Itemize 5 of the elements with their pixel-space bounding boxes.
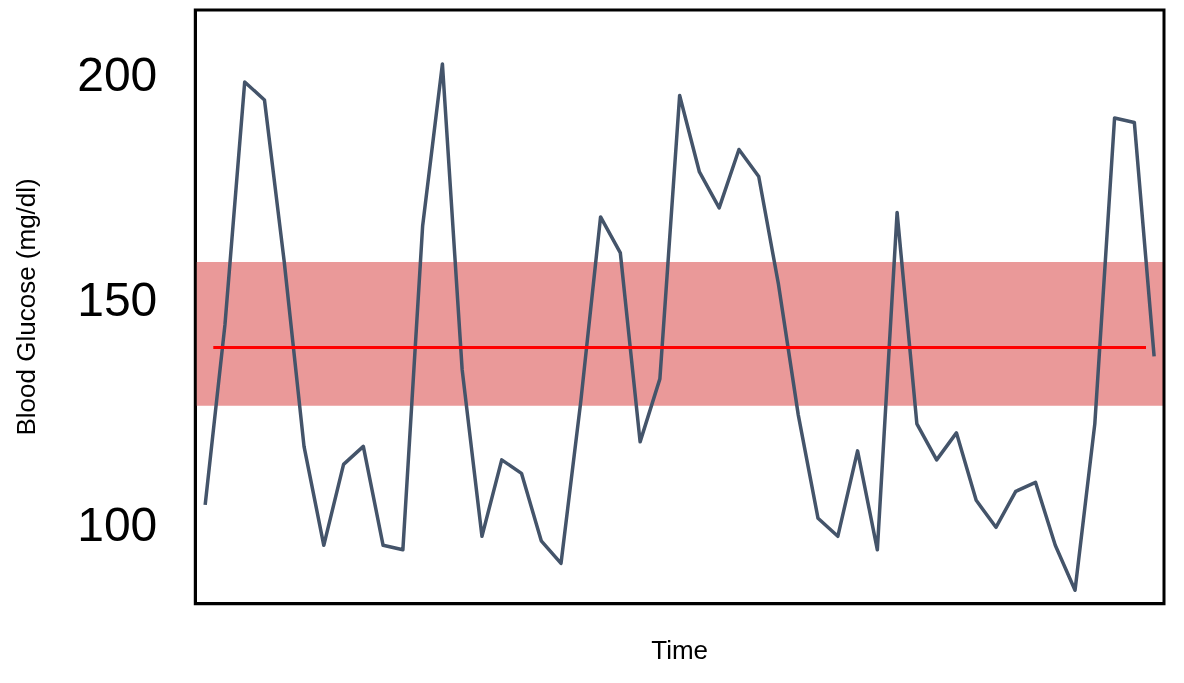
y-tick-label: 200 [77,47,158,101]
y-tick-label: 100 [77,497,158,551]
y-axis-title: Blood Glucose (mg/dl) [10,178,41,436]
x-axis-title: Time [651,634,709,665]
y-tick-label: 150 [77,272,158,326]
